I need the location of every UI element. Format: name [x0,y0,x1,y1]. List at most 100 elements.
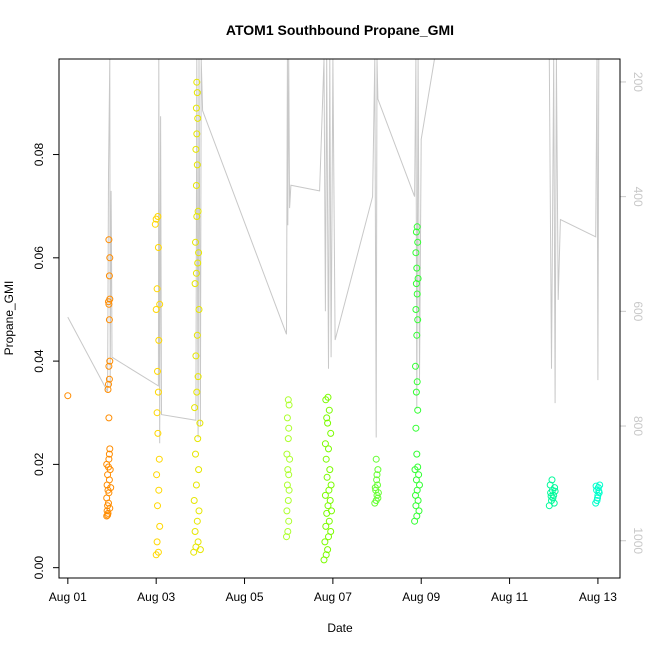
altitude-track-line [67,58,600,444]
data-point [155,336,163,344]
data-point [192,450,199,458]
data-point [374,494,382,502]
data-point [153,471,161,479]
data-point [105,414,113,422]
data-point [548,476,556,484]
data-point [285,424,293,432]
y-tick-label: 0.02 [32,452,46,476]
data-point [412,424,420,432]
data-point [374,489,382,497]
data-point [155,455,163,463]
data-point [283,481,291,489]
data-point [413,264,421,272]
data-point [155,486,163,494]
data-point [547,492,555,500]
data-point [154,213,162,220]
data-point [156,522,164,530]
x-tick-label: Aug 01 [49,590,87,604]
data-point [322,455,330,463]
data-point [153,409,161,417]
data-point [284,396,292,404]
y-tick-label: 0.04 [32,349,46,373]
data-point [413,290,421,298]
data-point [106,504,114,512]
data-point [323,473,331,481]
data-point [373,476,381,484]
data-point [194,435,202,443]
data-point [415,507,423,515]
x-tick-label: Aug 07 [314,590,352,604]
data-point [325,406,333,414]
data-point [373,471,381,479]
data-point [374,466,382,474]
points-layer [64,78,604,564]
data-point [412,249,420,257]
data-point [412,228,420,236]
data-point [195,466,203,474]
data-point [414,316,422,324]
y-axis-label: Propane_GMI [2,281,16,356]
data-point [192,238,199,246]
data-point [192,145,200,153]
data-point [413,378,421,386]
data-point [284,435,292,443]
data-point [283,507,291,515]
data-point [324,393,332,401]
data-point [193,213,201,220]
data-point [328,507,335,515]
data-point [105,272,113,280]
y2-tick-label: 800 [631,416,645,436]
data-point [154,502,161,510]
data-point [192,352,200,360]
data-point [326,466,334,474]
altitude-track-layer [67,58,600,444]
y-tick-label: 0.06 [32,246,46,270]
data-point [371,484,379,492]
data-point [152,306,160,313]
x-tick-label: Aug 03 [137,590,175,604]
data-point [192,104,200,112]
data-point [193,130,201,138]
data-point [154,548,162,556]
x-tick-label: Aug 11 [491,590,528,604]
data-point [194,114,202,122]
data-point [196,419,204,427]
data-point [283,414,291,422]
data-point [285,401,293,409]
y-tick-label: 0.00 [32,556,46,580]
data-point [193,78,201,86]
x-axis-label: Date [327,621,353,635]
data-point [327,429,335,437]
data-point [195,507,203,515]
data-point [283,450,291,458]
data-point [414,406,422,414]
data-point [154,244,162,251]
data-point [325,517,333,525]
data-point [153,285,161,293]
x-tick-label: Aug 05 [226,590,264,604]
data-point [414,463,422,471]
data-point [592,482,600,490]
data-point [284,466,292,474]
data-point [412,388,420,396]
data-point [284,497,292,504]
data-point [322,522,330,530]
data-point [106,254,114,262]
axes-layer: Aug 01 Aug 03 Aug 05 Aug 07 Aug 09 Aug 11 Aug … [32,72,645,604]
data-point [195,249,203,257]
data-point [593,497,601,504]
data-point [156,300,164,308]
y2-tick-label: 400 [631,187,645,207]
data-point [193,161,201,169]
data-point [154,367,161,375]
data-point [153,538,161,546]
data-point [151,220,159,228]
x-tick-label: Aug 13 [579,590,617,604]
chart-title: ATOM1 Southbound Propane_GMI [226,22,454,38]
x-tick-label: Aug 09 [402,590,440,604]
data-point [105,499,112,507]
plot-frame [58,58,621,579]
data-point [64,392,72,400]
data-point [413,450,421,458]
